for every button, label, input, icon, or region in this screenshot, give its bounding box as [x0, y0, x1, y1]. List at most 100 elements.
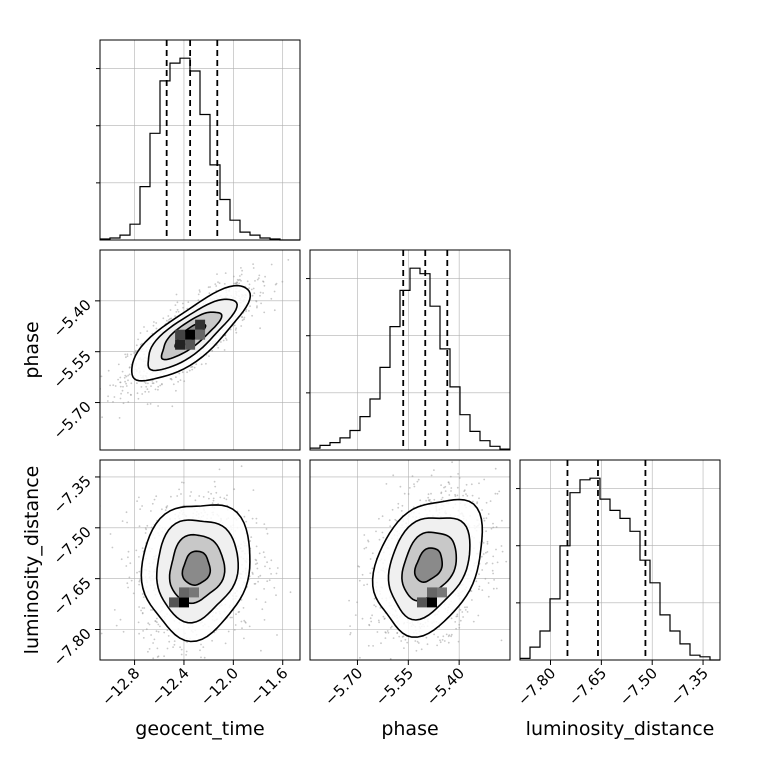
sample-point — [501, 519, 503, 522]
sample-point — [401, 636, 404, 638]
sample-point — [138, 580, 141, 583]
sample-point — [176, 308, 179, 311]
sample-point — [266, 580, 269, 583]
sample-point — [257, 580, 259, 583]
sample-point — [420, 648, 423, 651]
sample-point — [122, 630, 125, 633]
sample-point — [96, 388, 98, 390]
sample-point — [123, 376, 126, 379]
x-tick-label: −12.0 — [197, 664, 242, 709]
sample-point — [174, 315, 177, 317]
sample-point — [482, 553, 485, 555]
sample-point — [375, 530, 377, 533]
sample-point — [466, 495, 469, 497]
sample-point — [484, 577, 487, 580]
sample-point — [464, 606, 466, 609]
sample-point — [495, 587, 498, 590]
sample-point — [254, 558, 257, 561]
sample-point — [363, 547, 366, 550]
sample-point — [152, 642, 155, 644]
sample-point — [163, 655, 166, 658]
sample-point — [462, 616, 464, 618]
sample-point — [185, 654, 188, 656]
contour-level — [413, 547, 443, 584]
sample-point — [139, 508, 142, 510]
sample-point — [476, 501, 479, 503]
sample-point — [417, 478, 420, 481]
sample-point — [396, 631, 399, 634]
sample-point — [241, 269, 244, 272]
sample-point — [127, 374, 130, 377]
sample-point — [154, 620, 157, 622]
sample-point — [146, 403, 149, 406]
sample-point — [492, 587, 495, 590]
sample-point — [142, 637, 145, 639]
sample-point — [224, 272, 227, 274]
sample-point — [270, 297, 273, 300]
sample-point — [150, 634, 153, 636]
joint-panel-geocent-time-phase — [96, 249, 301, 451]
sample-point — [170, 495, 172, 498]
sample-point — [205, 362, 207, 365]
sample-point — [189, 495, 192, 497]
sample-point — [233, 282, 236, 285]
sample-point — [172, 646, 175, 648]
y-axis-label-phase: phase — [21, 321, 43, 378]
sample-point — [205, 663, 207, 665]
sample-point — [491, 569, 494, 572]
sample-point — [275, 572, 278, 575]
sample-point — [144, 527, 147, 529]
sample-point — [127, 401, 130, 403]
sample-point — [155, 495, 158, 498]
sample-point — [126, 582, 129, 585]
sample-point — [270, 559, 273, 562]
x-tick-label: −11.6 — [246, 664, 291, 709]
sample-point — [238, 282, 241, 285]
sample-point — [136, 392, 139, 395]
sample-point — [146, 330, 149, 332]
sample-point — [416, 456, 418, 458]
sample-point — [398, 635, 401, 638]
sample-point — [100, 375, 103, 378]
sample-point — [485, 501, 488, 504]
sample-point — [471, 494, 474, 497]
sample-point — [367, 644, 370, 647]
sample-point — [166, 319, 168, 322]
sample-point — [113, 609, 116, 611]
sample-point — [178, 372, 181, 375]
sample-point — [139, 343, 142, 346]
sample-point — [371, 552, 374, 555]
sample-point — [216, 273, 218, 275]
sample-point — [440, 492, 443, 495]
sample-point — [150, 510, 152, 512]
density-cell — [175, 339, 186, 350]
sample-point — [243, 316, 246, 319]
sample-point — [444, 485, 447, 488]
marginal-panel-luminosity-distance — [516, 459, 721, 661]
sample-point — [259, 327, 261, 330]
sample-point — [427, 496, 430, 499]
sample-point — [125, 356, 127, 359]
sample-point — [124, 374, 127, 377]
sample-point — [195, 363, 198, 366]
sample-point — [168, 318, 170, 321]
sample-point — [365, 546, 368, 549]
sample-point — [198, 289, 201, 292]
sample-point — [369, 558, 372, 560]
sample-point — [450, 635, 452, 638]
sample-point — [259, 291, 262, 294]
sample-point — [166, 629, 169, 632]
sample-point — [235, 327, 238, 330]
sample-point — [475, 580, 478, 583]
sample-point — [240, 279, 242, 282]
sample-point — [408, 487, 411, 489]
sample-point — [470, 483, 473, 486]
sample-point — [142, 630, 145, 632]
sample-point — [481, 509, 483, 511]
sample-point — [254, 582, 257, 585]
sample-point — [403, 647, 405, 649]
sample-point — [426, 643, 429, 646]
sample-point — [157, 623, 160, 626]
joint-panel-geocent-time-luminosity-distance — [99, 459, 301, 665]
sample-point — [128, 576, 131, 579]
